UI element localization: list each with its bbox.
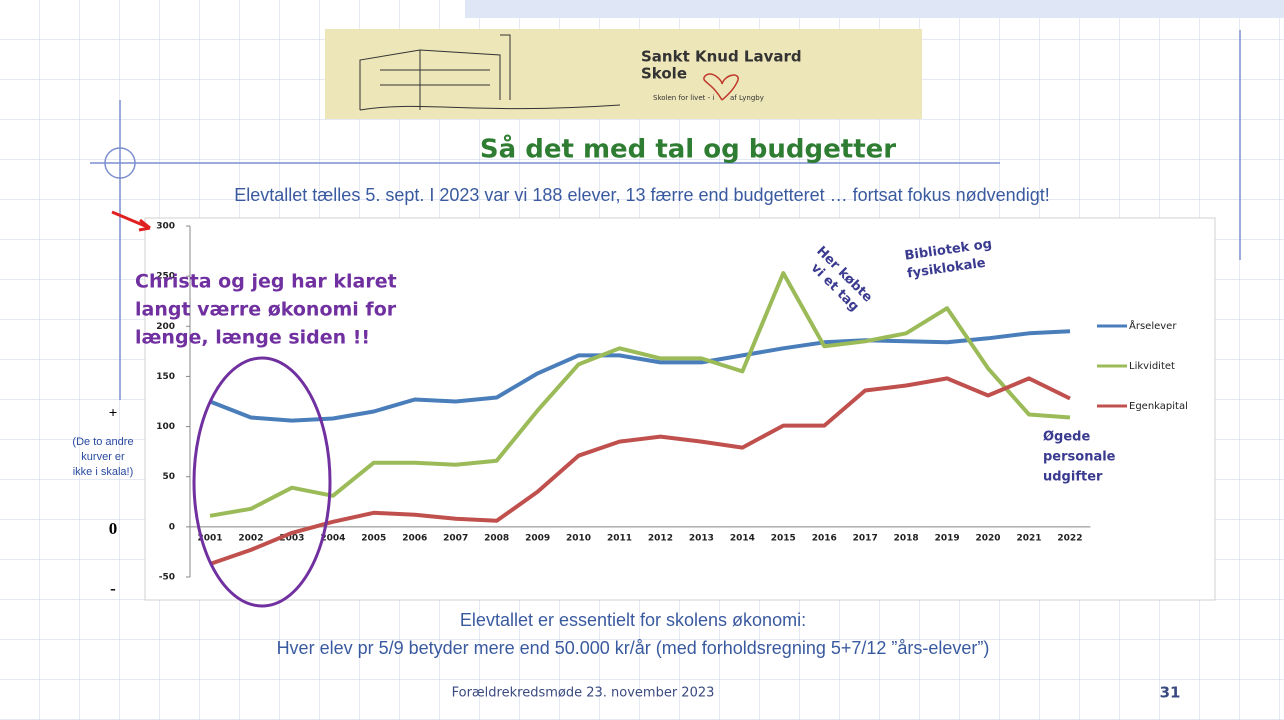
y-tick-label: -50	[159, 573, 175, 583]
side-note: (De to andre	[72, 436, 133, 448]
slide: Sankt Knud Lavard Skole Skolen for livet…	[0, 0, 1284, 720]
x-tick-label: 2021	[1016, 533, 1041, 543]
annotation-text: Christa og jeg har klaret	[135, 271, 397, 293]
x-tick-label: 2013	[689, 533, 714, 543]
logo-name: Sankt Knud Lavard	[641, 48, 802, 66]
logo-box	[325, 29, 922, 119]
x-tick-label: 2019	[935, 533, 960, 543]
footer: Forældrekredsmøde 23. november 2023	[452, 686, 715, 701]
y-tick-label: 300	[156, 222, 175, 232]
side-plus: +	[109, 405, 118, 421]
side-zero: 0	[109, 519, 118, 538]
annotation-text: langt værre økonomi for	[135, 299, 397, 321]
x-tick-label: 2017	[853, 533, 878, 543]
x-tick-label: 2020	[976, 533, 1001, 543]
bottom-text: Elevtallet er essentielt for skolens øko…	[460, 610, 806, 630]
x-tick-label: 2002	[238, 533, 263, 543]
x-tick-label: 2009	[525, 533, 550, 543]
y-tick-label: 100	[156, 422, 175, 432]
logo-tagline-end: af Lyngby	[730, 94, 764, 102]
x-tick-label: 2008	[484, 533, 509, 543]
x-tick-label: 2005	[361, 533, 386, 543]
page-number: 31	[1160, 684, 1181, 702]
logo-tagline-start: Skolen for livet - i	[653, 94, 714, 102]
annotation-text: Øgede	[1043, 430, 1090, 445]
x-tick-label: 2022	[1057, 533, 1082, 543]
side-note: ikke i skala!)	[73, 466, 134, 478]
side-note: kurver er	[81, 451, 125, 463]
side-minus: -	[110, 579, 116, 598]
y-tick-label: 0	[169, 522, 175, 532]
logo-school: Skole	[641, 65, 687, 83]
page: {"slide": { "logo_name": "Sankt Knud Lav…	[0, 0, 1284, 720]
x-tick-label: 2006	[402, 533, 427, 543]
x-tick-label: 2014	[730, 533, 755, 543]
legend-label: Likviditet	[1129, 361, 1175, 372]
legend-label: Årselever	[1129, 319, 1177, 332]
x-tick-label: 2016	[812, 533, 837, 543]
bottom-text: Hver elev pr 5/9 betyder mere end 50.000…	[277, 638, 990, 658]
subtitle: Elevtallet tælles 5. sept. I 2023 var vi…	[234, 185, 1049, 205]
annotation-text: personale	[1043, 450, 1116, 465]
annotation-text: længe, længe siden !!	[135, 327, 370, 349]
y-tick-label: 50	[162, 472, 175, 482]
annotation-christa: Christa og jeg har klaret langt værre øk…	[135, 271, 397, 349]
x-tick-label: 2010	[566, 533, 591, 543]
x-tick-label: 2012	[648, 533, 673, 543]
x-tick-label: 2007	[443, 533, 468, 543]
y-tick-label: 150	[156, 372, 175, 382]
x-tick-label: 2018	[894, 533, 919, 543]
title: Så det med tal og budgetter	[480, 133, 896, 165]
x-tick-label: 2015	[771, 533, 796, 543]
legend-label: Egenkapital	[1129, 401, 1188, 412]
x-tick-label: 2011	[607, 533, 632, 543]
annotation-text: udgifter	[1043, 470, 1103, 485]
top-band	[465, 0, 1284, 18]
